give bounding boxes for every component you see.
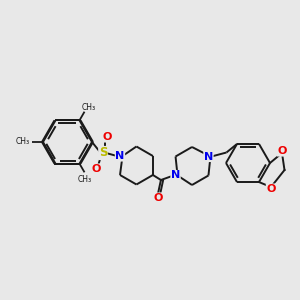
Text: O: O <box>102 132 112 142</box>
Text: O: O <box>153 193 163 203</box>
Text: N: N <box>204 152 213 161</box>
Text: CH₃: CH₃ <box>81 103 96 112</box>
Text: CH₃: CH₃ <box>16 137 30 146</box>
Text: CH₃: CH₃ <box>77 175 92 184</box>
Text: N: N <box>171 170 180 181</box>
Text: O: O <box>277 146 287 156</box>
Text: N: N <box>116 151 124 161</box>
Text: S: S <box>99 146 107 160</box>
Text: O: O <box>91 164 101 174</box>
Text: O: O <box>266 184 276 194</box>
